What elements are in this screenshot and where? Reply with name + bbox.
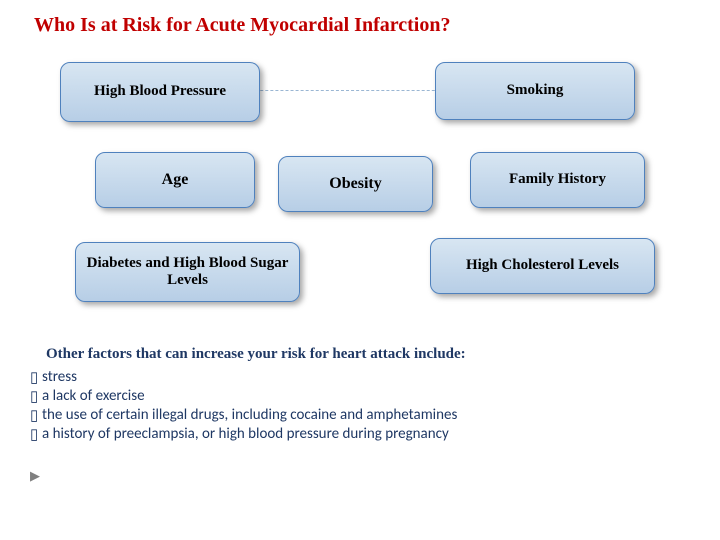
box-label: High Cholesterol Levels xyxy=(466,257,619,274)
list-item-text: the use of certain illegal drugs, includ… xyxy=(42,406,457,424)
list-item-text: a history of preeclampsia, or high blood… xyxy=(42,425,449,443)
other-factors-list: ▯stress▯a lack of exercise▯the use of ce… xyxy=(30,368,457,444)
page-title: Who Is at Risk for Acute Myocardial Infa… xyxy=(34,14,450,37)
list-item: ▯a history of preeclampsia, or high bloo… xyxy=(30,425,457,444)
connector-line xyxy=(230,90,460,91)
bullet-marker-icon: ▯ xyxy=(30,425,42,444)
bullet-marker-icon: ▯ xyxy=(30,368,42,387)
box-label: Family History xyxy=(509,171,606,188)
box-age: Age xyxy=(95,152,255,208)
list-item: ▯a lack of exercise xyxy=(30,387,457,406)
list-item-text: stress xyxy=(42,368,77,386)
box-obesity: Obesity xyxy=(278,156,433,212)
slide: { "background_color": "#ffffff", "title"… xyxy=(0,0,720,540)
bullet-marker-icon: ▯ xyxy=(30,387,42,406)
box-label: Smoking xyxy=(507,82,564,99)
box-label: Obesity xyxy=(329,175,381,193)
box-smoking: Smoking xyxy=(435,62,635,120)
box-label: High Blood Pressure xyxy=(94,83,226,100)
box-family-history: Family History xyxy=(470,152,645,208)
box-label: Age xyxy=(162,171,189,189)
next-slide-arrow-icon[interactable]: ▶ xyxy=(30,468,40,484)
list-item: ▯the use of certain illegal drugs, inclu… xyxy=(30,406,457,425)
box-cholesterol: High Cholesterol Levels xyxy=(430,238,655,294)
box-diabetes: Diabetes and High Blood Sugar Levels xyxy=(75,242,300,302)
box-high-blood-pressure: High Blood Pressure xyxy=(60,62,260,122)
other-factors-heading: Other factors that can increase your ris… xyxy=(46,346,466,363)
bullet-marker-icon: ▯ xyxy=(30,406,42,425)
list-item: ▯stress xyxy=(30,368,457,387)
box-label: Diabetes and High Blood Sugar Levels xyxy=(84,255,291,290)
list-item-text: a lack of exercise xyxy=(42,387,145,405)
